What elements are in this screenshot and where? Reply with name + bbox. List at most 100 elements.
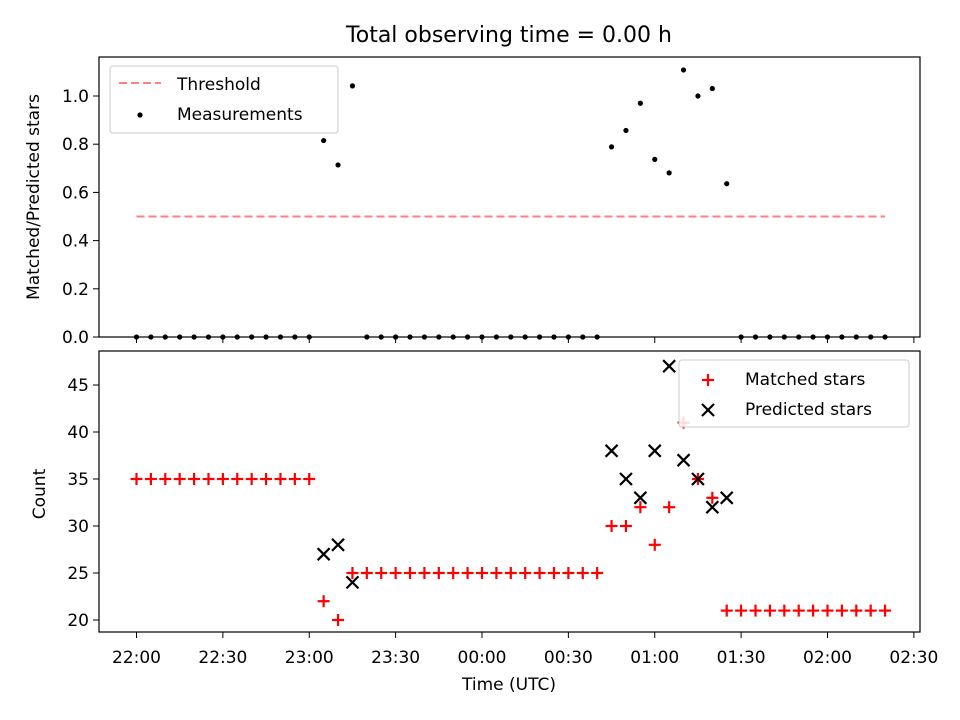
predicted-star-point [604,444,619,458]
bottom-x-tick-label: 00:00 [458,648,507,668]
matched-star-point [605,520,618,532]
bottom-legend: Matched stars Predicted stars [678,359,910,428]
matched-star-point [360,567,373,579]
predicted-star-stroke-b [633,491,648,505]
predicted-star-stroke-b [619,472,633,486]
matched-star-point [389,567,402,579]
matched-star-point [735,604,748,617]
top-panel: Total observing time = 0.00 h Matched/Pr… [24,23,921,348]
matched-star-point [260,473,273,485]
matched-star-point [245,473,258,485]
measurement-point [724,181,730,187]
bottom-y-tick-label: 35 [67,470,89,490]
matched-star-point [821,604,834,617]
bottom-y-tick-label: 40 [67,423,89,443]
matched-star-point [490,567,503,579]
matched-star-point [706,491,719,504]
predicted-legend-label: Predicted stars [745,400,872,420]
matched-star-point [519,567,532,579]
matched-star-point [807,604,820,617]
bottom-x-tick-label: 02:30 [889,648,938,668]
measurement-point [623,127,629,134]
measurement-point [321,137,327,144]
matched-star-point [375,567,388,579]
matched-star-point [231,473,244,485]
matched-star-point [634,501,647,514]
top-y-tick-label: 0.8 [62,135,89,155]
matched-star-point [274,473,287,485]
predicted-star-point [662,359,676,373]
matched-star-point [461,567,474,579]
matched-star-point [850,604,863,617]
top-y-tick-label: 0.2 [62,280,89,300]
top-y-tick-label: 1.0 [62,87,89,107]
top-y-tick-label: 0.0 [62,328,89,348]
matched-star-point [317,595,330,608]
matched-star-point [879,604,892,617]
matched-star-point [778,604,791,617]
matched-star-point [159,473,172,485]
bottom-x-axis-label: Time (UTC) [461,675,556,695]
matched-star-point [332,614,345,626]
bottom-y-ticks: 20 25 30 35 40 45 [67,376,99,631]
top-axes-frame [98,56,921,338]
measurement-point [666,170,672,176]
matched-star-point [576,567,589,579]
predicted-star-point [619,472,633,486]
bottom-x-ticks: 22:00 22:30 23:00 23:30 00:00 00:30 01:00 01:30… [112,632,938,668]
matched-star-point [562,567,575,579]
matched-star-point [432,567,445,579]
bottom-plot-area [130,359,892,626]
bottom-y-tick-label: 25 [67,564,89,584]
bottom-y-axis-label: Count [30,468,50,519]
predicted-star-stroke-b [691,472,705,486]
bottom-legend-box [678,359,910,428]
measurement-point [652,156,658,162]
matched-legend-label: Matched stars [745,370,865,390]
bottom-x-tick-label: 01:30 [717,648,766,668]
matched-star-point [591,567,604,579]
matched-star-point [835,604,848,617]
matched-star-point [619,520,632,532]
matched-star-point [216,473,229,485]
predicted-star-point [633,491,648,505]
matched-star-point [533,567,546,579]
predicted-star-point [676,453,691,467]
matched-star-point [130,473,143,485]
measurements-legend-label: Measurements [177,105,303,125]
matched-star-point [720,604,733,617]
predicted-star-point [719,491,734,505]
bottom-y-tick-label: 30 [67,517,89,537]
predicted-star-stroke-b [331,538,345,552]
predicted-star-point [331,538,345,552]
predicted-star-stroke-b [345,575,360,590]
matched-star-point [144,473,157,485]
bottom-panel: Count Time (UTC) 20 25 30 35 40 45 22:00 22:30… [30,350,938,695]
measurement-point [335,162,341,168]
matched-star-point [547,567,560,579]
predicted-star-point [345,575,360,590]
measurement-point [695,93,701,99]
top-legend: Threshold Measurements [109,65,339,134]
top-y-tick-label: 0.4 [62,232,89,252]
bottom-x-tick-label: 23:00 [285,648,334,668]
matched-star-point [648,538,661,551]
top-legend-box [109,65,339,134]
predicted-star-stroke-b [676,453,691,467]
measurement-point [608,144,615,150]
matched-star-point [663,501,676,514]
predicted-star-stroke-b [647,444,662,458]
predicted-star-stroke-b [604,444,619,458]
bottom-axes-frame [98,350,921,633]
matched-star-point [188,473,201,485]
predicted-star-point [705,500,720,514]
bottom-x-tick-label: 23:30 [371,648,420,668]
predicted-star-point [316,547,331,561]
bottom-y-tick-label: 45 [67,376,89,396]
matched-star-point [504,567,517,579]
predicted-star-stroke-b [719,491,734,505]
bottom-x-tick-label: 00:30 [544,648,593,668]
matched-star-point [404,567,417,579]
predicted-star-point [647,444,662,458]
